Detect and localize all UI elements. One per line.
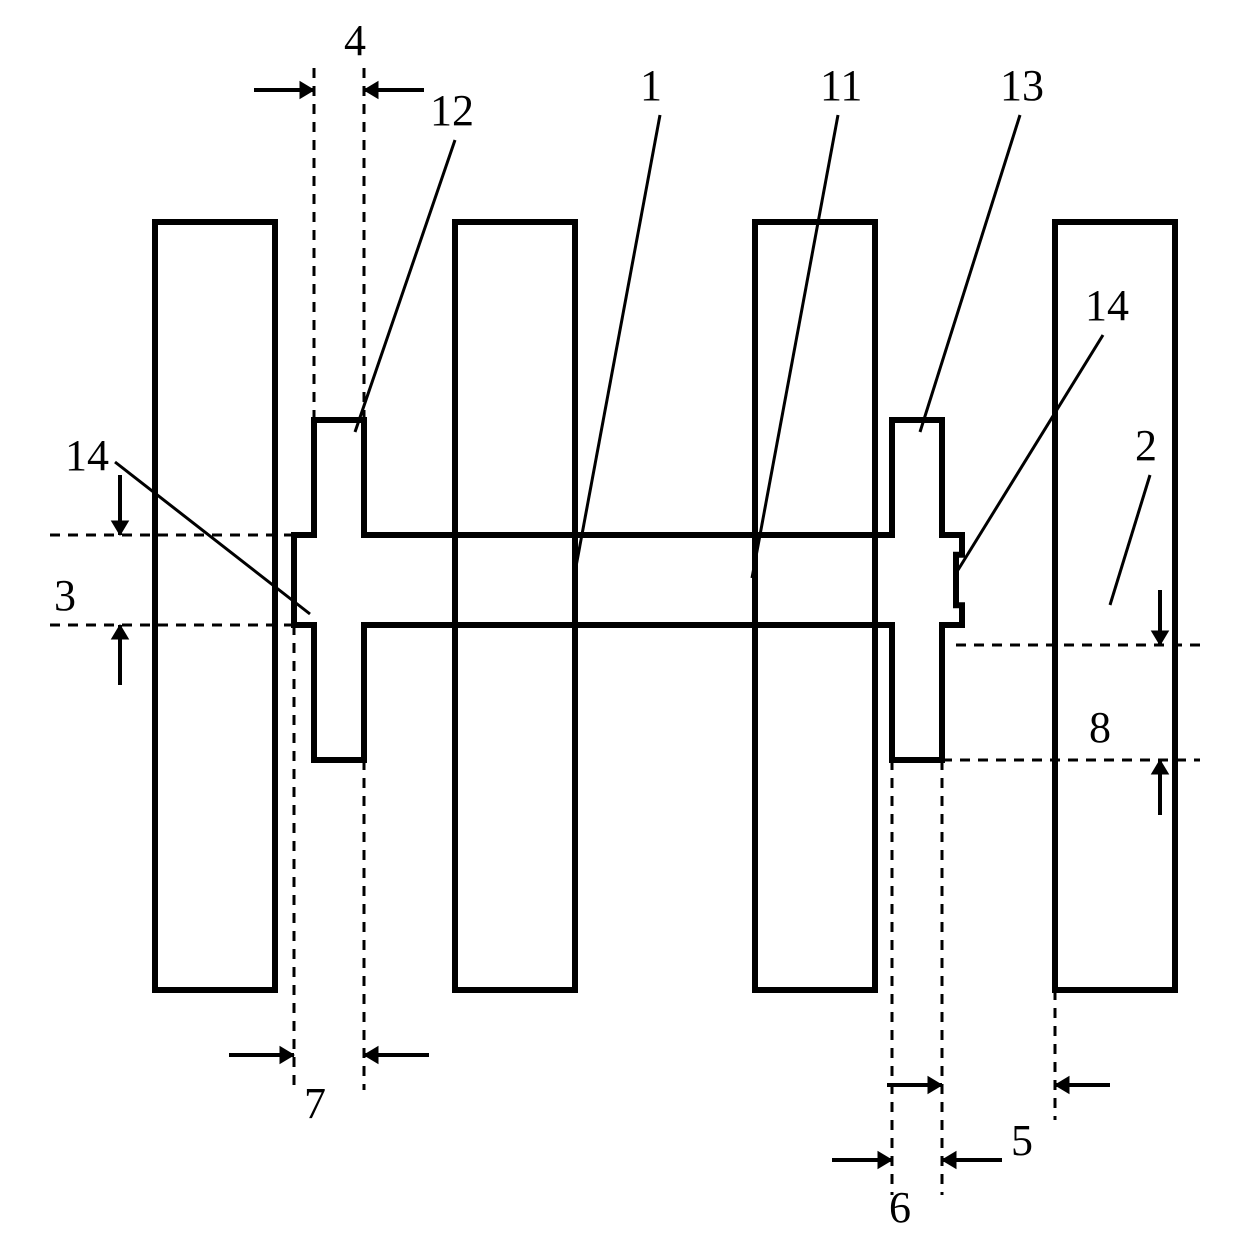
leader-line bbox=[920, 115, 1020, 432]
dim-label-5: 5 bbox=[1011, 1116, 1033, 1165]
leader-line bbox=[1110, 475, 1150, 605]
leader-line bbox=[115, 462, 310, 614]
label-1: 1 bbox=[640, 61, 662, 110]
leader-line bbox=[958, 335, 1103, 570]
vertical-bars bbox=[155, 222, 1175, 990]
vertical-bar-2 bbox=[455, 222, 575, 990]
vertical-bar-4 bbox=[1055, 222, 1175, 990]
label-11: 11 bbox=[820, 61, 862, 110]
h-shape bbox=[294, 420, 962, 760]
label-14: 14 bbox=[1085, 281, 1129, 330]
leader-line bbox=[355, 140, 455, 432]
label-14: 14 bbox=[65, 431, 109, 480]
label-12: 12 bbox=[430, 86, 474, 135]
dim-label-8: 8 bbox=[1089, 703, 1111, 752]
dim-label-6: 6 bbox=[889, 1183, 911, 1232]
label-2: 2 bbox=[1135, 421, 1157, 470]
leader-line bbox=[752, 115, 838, 578]
dim-label-4: 4 bbox=[344, 16, 366, 65]
label-13: 13 bbox=[1000, 61, 1044, 110]
dim-label-3: 3 bbox=[54, 571, 76, 620]
leader-line bbox=[575, 115, 660, 572]
vertical-bar-3 bbox=[755, 222, 875, 990]
dim-label-7: 7 bbox=[304, 1079, 326, 1128]
vertical-bar-1 bbox=[155, 222, 275, 990]
